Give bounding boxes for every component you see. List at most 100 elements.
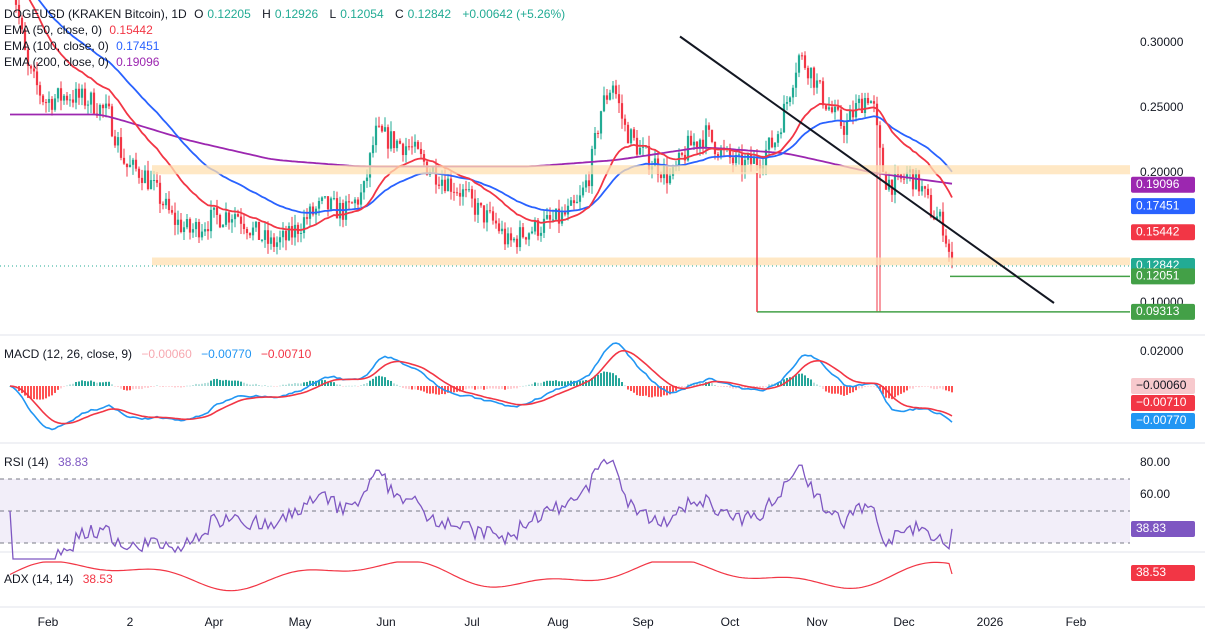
close-label: C xyxy=(394,7,404,21)
macd-bar xyxy=(519,386,521,387)
macd-bar xyxy=(360,385,362,386)
macd-bar xyxy=(696,383,698,386)
macd-bar xyxy=(594,375,596,386)
macd-bar xyxy=(156,385,158,387)
candle-body xyxy=(830,107,834,113)
candle-body xyxy=(668,175,672,184)
candle-body xyxy=(365,177,369,182)
candle-body xyxy=(182,227,186,233)
macd-legend[interactable]: MACD (12, 26, close, 9) −0.00060 −0.0077… xyxy=(4,347,317,361)
macd-bar xyxy=(717,386,719,387)
candle-body xyxy=(896,173,900,175)
symbol-title[interactable]: DOGEUSD (KRAKEN Bitcoin), 1D xyxy=(4,7,187,21)
candle-body xyxy=(206,229,210,232)
macd-bar xyxy=(693,382,695,386)
macd-bar xyxy=(441,386,443,395)
candle-body xyxy=(26,49,30,66)
macd-bar xyxy=(789,377,791,386)
candle-body xyxy=(35,71,39,86)
candle-body xyxy=(161,203,165,206)
candle-body xyxy=(323,196,327,198)
price-tag-2: 0.15442 xyxy=(1136,224,1180,238)
macd-bar xyxy=(351,385,353,387)
macd-bar xyxy=(630,386,632,392)
macd-bar xyxy=(450,386,452,393)
macd-tag-bg-0 xyxy=(1131,378,1195,394)
macd-bar xyxy=(828,386,830,393)
candle-body xyxy=(860,98,864,114)
rsi-tick-label: 80.00 xyxy=(1140,455,1170,469)
macd-bar xyxy=(423,386,425,392)
rsi-line xyxy=(9,458,953,560)
adx-value: 38.53 xyxy=(82,572,113,586)
macd-bar xyxy=(474,386,476,390)
macd-bar xyxy=(663,386,665,396)
macd-bar xyxy=(453,386,455,393)
candle-body xyxy=(401,143,405,156)
candle-body xyxy=(56,88,60,99)
candle-body xyxy=(707,125,711,130)
candle-body xyxy=(71,99,75,103)
macd-bar xyxy=(534,382,536,386)
candle-body xyxy=(839,109,843,126)
macd-bar xyxy=(759,386,761,389)
ema100-legend[interactable]: EMA (100, close, 0) 0.17451 xyxy=(4,38,569,54)
candle-body xyxy=(770,137,774,148)
candle-body xyxy=(62,95,66,101)
macd-bar xyxy=(327,381,329,386)
candle-body xyxy=(20,17,24,30)
macd-bar xyxy=(795,375,797,386)
price-tick-label: 0.25000 xyxy=(1140,100,1184,114)
candle-body xyxy=(422,154,426,162)
macd-bar xyxy=(927,386,929,387)
candle-body xyxy=(905,172,909,179)
candle-body xyxy=(185,219,189,228)
candle-body xyxy=(716,154,720,157)
candle-body xyxy=(551,219,555,221)
ema50-legend[interactable]: EMA (50, close, 0) 0.15442 xyxy=(4,22,569,38)
macd-bar xyxy=(24,386,26,396)
candle-body xyxy=(878,125,882,148)
macd-bar xyxy=(276,386,278,387)
macd-bar xyxy=(924,386,926,387)
rsi-legend[interactable]: RSI (14) 38.83 xyxy=(4,455,94,469)
macd-bar xyxy=(438,386,440,395)
macd-bar xyxy=(102,382,104,386)
macd-bar xyxy=(645,386,647,396)
macd-bar xyxy=(726,386,728,387)
macd-bar xyxy=(507,386,509,390)
candle-body xyxy=(863,97,867,114)
macd-bar xyxy=(144,386,146,388)
candle-body xyxy=(524,237,528,240)
macd-bar xyxy=(177,386,179,388)
macd-bar xyxy=(201,383,203,386)
macd-bar xyxy=(381,376,383,386)
change-value: +0.00642 (+5.26%) xyxy=(462,7,566,21)
low-label: L xyxy=(329,7,337,21)
macd-bar xyxy=(336,384,338,386)
macd-bar xyxy=(195,383,197,386)
candle-body xyxy=(869,101,873,104)
candle-body xyxy=(893,173,897,195)
time-tick-dec: Dec xyxy=(893,615,914,629)
macd-bar xyxy=(51,386,53,396)
macd-bar xyxy=(93,381,95,386)
macd-bar xyxy=(618,378,620,386)
candle-body xyxy=(485,210,489,223)
macd-bar xyxy=(651,386,653,398)
macd-bar xyxy=(837,386,839,394)
price-tag-1: 0.17451 xyxy=(1136,198,1180,212)
candle-body xyxy=(125,163,129,168)
macd-bar xyxy=(882,386,884,395)
ema200-legend[interactable]: EMA (200, close, 0) 0.19096 xyxy=(4,54,569,70)
time-tick-feb: Feb xyxy=(38,615,59,629)
macd-tag-0: −0.00060 xyxy=(1136,378,1187,392)
macd-bar xyxy=(603,371,605,386)
macd-bar xyxy=(912,386,914,389)
macd-bar xyxy=(540,382,542,386)
adx-legend[interactable]: ADX (14, 14) 38.53 xyxy=(4,572,119,586)
macd-bar xyxy=(777,382,779,386)
candle-body xyxy=(929,195,933,218)
price-tag-bg-4 xyxy=(1131,268,1195,285)
